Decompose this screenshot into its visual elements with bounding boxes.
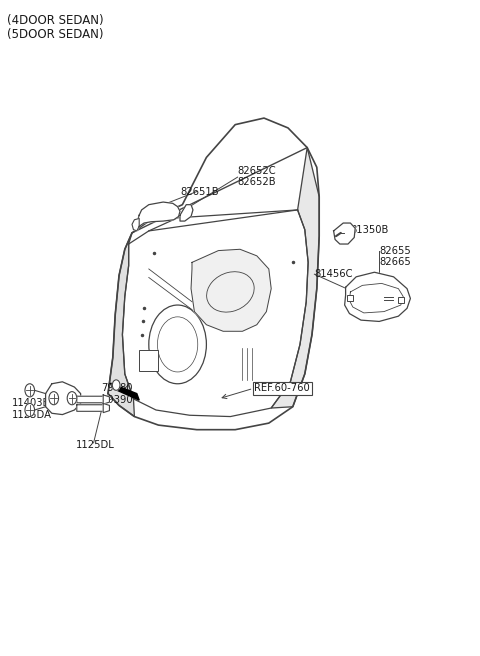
Polygon shape xyxy=(345,272,410,321)
Polygon shape xyxy=(132,218,139,231)
Polygon shape xyxy=(137,202,180,226)
Text: REF.60-760: REF.60-760 xyxy=(254,383,310,394)
Text: 79380: 79380 xyxy=(101,383,132,394)
Circle shape xyxy=(49,392,59,405)
Polygon shape xyxy=(103,403,109,413)
Text: (4DOOR SEDAN): (4DOOR SEDAN) xyxy=(7,14,104,28)
Text: 81350B: 81350B xyxy=(350,224,389,235)
Polygon shape xyxy=(103,395,109,404)
Circle shape xyxy=(25,384,35,397)
Circle shape xyxy=(67,392,77,405)
Text: 82665: 82665 xyxy=(379,256,411,267)
Polygon shape xyxy=(180,205,193,221)
Text: 1125DL: 1125DL xyxy=(76,440,115,450)
Circle shape xyxy=(112,380,120,390)
Text: 82652B: 82652B xyxy=(238,177,276,188)
Text: 81456C: 81456C xyxy=(314,269,353,279)
Text: 82652C: 82652C xyxy=(238,165,276,176)
Polygon shape xyxy=(271,148,319,408)
Polygon shape xyxy=(46,382,81,415)
Text: 82655: 82655 xyxy=(379,245,411,256)
Text: 11403B: 11403B xyxy=(12,398,50,409)
Text: 79390: 79390 xyxy=(101,395,132,405)
Circle shape xyxy=(149,305,206,384)
Polygon shape xyxy=(110,383,139,400)
Circle shape xyxy=(25,403,35,417)
Polygon shape xyxy=(77,396,108,403)
Text: 82651B: 82651B xyxy=(180,186,218,197)
Polygon shape xyxy=(191,249,271,331)
Bar xyxy=(139,350,158,371)
Polygon shape xyxy=(77,405,108,411)
Text: (5DOOR SEDAN): (5DOOR SEDAN) xyxy=(7,28,104,41)
Polygon shape xyxy=(334,223,355,244)
Polygon shape xyxy=(108,233,134,417)
Text: 1125DA: 1125DA xyxy=(12,410,52,420)
